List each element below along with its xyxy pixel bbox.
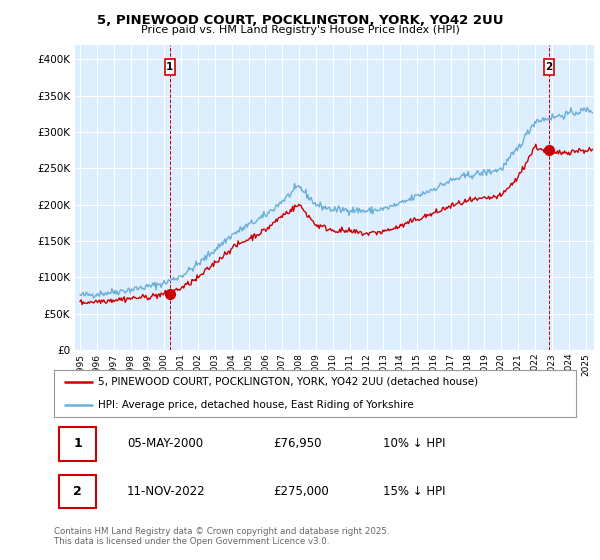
Text: 2: 2 [73, 485, 82, 498]
FancyBboxPatch shape [165, 59, 175, 74]
Text: 5, PINEWOOD COURT, POCKLINGTON, YORK, YO42 2UU: 5, PINEWOOD COURT, POCKLINGTON, YORK, YO… [97, 14, 503, 27]
Text: 15% ↓ HPI: 15% ↓ HPI [383, 485, 445, 498]
Text: £275,000: £275,000 [273, 485, 329, 498]
Text: 5, PINEWOOD COURT, POCKLINGTON, YORK, YO42 2UU (detached house): 5, PINEWOOD COURT, POCKLINGTON, YORK, YO… [98, 376, 478, 386]
Text: 11-NOV-2022: 11-NOV-2022 [127, 485, 206, 498]
FancyBboxPatch shape [544, 59, 554, 74]
Text: Price paid vs. HM Land Registry's House Price Index (HPI): Price paid vs. HM Land Registry's House … [140, 25, 460, 35]
FancyBboxPatch shape [59, 427, 96, 460]
Text: Contains HM Land Registry data © Crown copyright and database right 2025.
This d: Contains HM Land Registry data © Crown c… [54, 526, 389, 546]
Text: 1: 1 [166, 62, 173, 72]
Text: 05-MAY-2000: 05-MAY-2000 [127, 437, 203, 450]
FancyBboxPatch shape [59, 475, 96, 508]
Text: £76,950: £76,950 [273, 437, 322, 450]
Text: HPI: Average price, detached house, East Riding of Yorkshire: HPI: Average price, detached house, East… [98, 400, 414, 410]
Text: 2: 2 [545, 62, 553, 72]
Text: 1: 1 [73, 437, 82, 450]
Text: 10% ↓ HPI: 10% ↓ HPI [383, 437, 445, 450]
